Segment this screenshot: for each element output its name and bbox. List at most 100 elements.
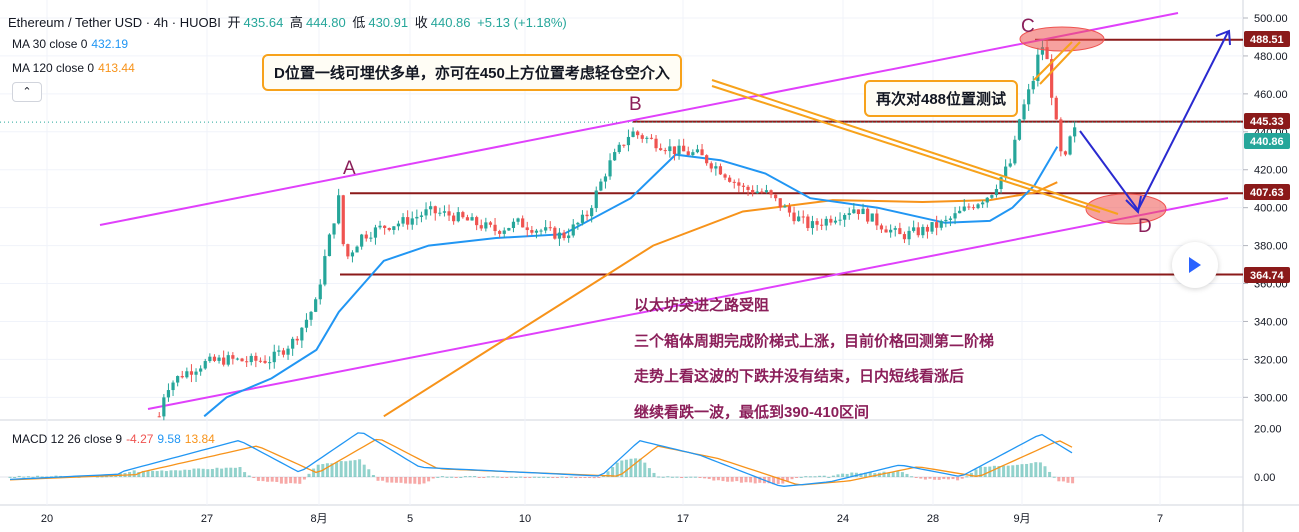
macd-histogram-bar (431, 477, 435, 479)
y-axis-tick-label: 320.00 (1254, 354, 1288, 366)
macd-histogram-bar (684, 476, 688, 478)
candle-body (447, 211, 451, 216)
candle-body (686, 151, 690, 156)
replay-button[interactable] (1172, 242, 1218, 288)
candle-body (1031, 81, 1035, 90)
macd-histogram-bar (795, 477, 799, 478)
macd-histogram-bar (358, 459, 362, 477)
macd-histogram-bar (31, 476, 35, 478)
macd-signal-value: 13.84 (184, 432, 215, 446)
macd-histogram-bar (284, 477, 288, 484)
candle-body (194, 371, 198, 375)
macd-histogram-bar (670, 476, 674, 478)
candle-body (958, 210, 962, 214)
macd-histogram-bar (289, 477, 293, 484)
candle-body (553, 227, 557, 239)
candle-body (185, 371, 189, 378)
candle-body (199, 368, 203, 372)
candle-body (424, 209, 428, 216)
candle-body (889, 229, 893, 233)
macd-histogram-bar (620, 460, 624, 477)
macd-legend[interactable]: MACD 12 26 close 9 -4.27 9.58 13.84 (12, 432, 215, 446)
macd-histogram-bar (422, 477, 426, 484)
macd-histogram-bar (367, 469, 371, 477)
candle-body (295, 338, 299, 341)
y-axis-tick-label: 340.00 (1254, 316, 1288, 328)
ma120-legend[interactable]: MA 120 close 0 413.44 (12, 61, 135, 75)
candle-body (815, 221, 819, 225)
price-label-text: 488.51 (1250, 34, 1284, 46)
candle-body (760, 191, 764, 193)
macd-line (9, 432, 1073, 487)
symbol-header: Ethereum / Tether USD · 4h · HUOBI 开 435.… (8, 12, 570, 31)
macd-histogram-bar (551, 477, 555, 478)
candle-body (1063, 151, 1068, 155)
macd-histogram-bar (1034, 462, 1038, 477)
candle-body (856, 209, 861, 215)
macd-line-value: 9.58 (157, 432, 181, 446)
candle-body (548, 227, 552, 229)
collapse-legend-button[interactable]: ⌃ (12, 82, 42, 102)
macd-histogram-bar (266, 477, 270, 482)
candle-body (907, 230, 911, 240)
macd-histogram-bar (229, 467, 233, 477)
macd-histogram-bar (243, 472, 247, 477)
x-axis-tick-label: 5 (407, 513, 413, 525)
macd-hist-value: -4.27 (126, 432, 154, 446)
y-axis-tick-label: 380.00 (1254, 241, 1288, 253)
macd-histogram-bar (54, 475, 58, 477)
candle-body (373, 227, 378, 238)
callout-pointer-line (1033, 41, 1073, 81)
candle-body (663, 150, 667, 152)
candle-body (866, 208, 870, 222)
macd-histogram-bar (537, 476, 541, 478)
macd-histogram-bar (1002, 465, 1006, 477)
macd-histogram-bar (417, 477, 421, 485)
candle-body (1040, 47, 1045, 55)
macd-histogram-bar (1015, 464, 1019, 477)
candle-body (912, 227, 916, 231)
macd-histogram-bar (611, 467, 615, 477)
candle-body (350, 252, 355, 257)
candle-body (544, 227, 548, 231)
candle-body (1022, 104, 1026, 120)
price-label-badge (1244, 184, 1290, 200)
macd-histogram-bar (445, 476, 449, 478)
macd-histogram-bar (634, 458, 638, 477)
macd-histogram-bar (500, 477, 504, 478)
symbol-title[interactable]: Ethereum / Tether USD · 4h · HUOBI (8, 15, 221, 30)
candle-body (429, 206, 433, 210)
macd-histogram-bar (845, 473, 849, 477)
x-axis-tick-label: 28 (927, 513, 939, 525)
macd-histogram-bar (693, 476, 697, 478)
macd-histogram-bar (26, 476, 30, 478)
macd-histogram-bar (831, 475, 835, 477)
macd-histogram-bar (137, 472, 141, 477)
macd-histogram-bar (813, 476, 817, 478)
macd-histogram-bar (252, 477, 256, 478)
macd-histogram-bar (965, 476, 969, 478)
macd-histogram-bar (238, 467, 242, 477)
macd-histogram-bar (601, 475, 605, 477)
high-label: 高 (289, 15, 303, 30)
candle-body (277, 350, 281, 352)
y-axis-tick-label: 500.00 (1254, 13, 1288, 25)
macd-histogram-bar (468, 476, 472, 478)
macd-histogram-bar (519, 476, 523, 478)
x-axis-tick-label: 17 (677, 513, 689, 525)
price-label-badge (1244, 113, 1290, 129)
candle-body (511, 221, 516, 229)
candle-body (824, 218, 828, 226)
candle-body (944, 219, 948, 222)
candle-body (659, 148, 663, 151)
channel-lower-line (147, 197, 1229, 410)
candle-body (833, 220, 838, 223)
macd-histogram-bar (560, 476, 564, 478)
candle-body (810, 221, 815, 229)
candle-body (677, 145, 681, 155)
macd-histogram-bar (928, 477, 932, 479)
macd-histogram-bar (362, 464, 366, 477)
open-value: 435.64 (243, 15, 284, 30)
ma30-legend[interactable]: MA 30 close 0 432.19 (12, 37, 128, 51)
macd-histogram-bar (887, 472, 891, 477)
